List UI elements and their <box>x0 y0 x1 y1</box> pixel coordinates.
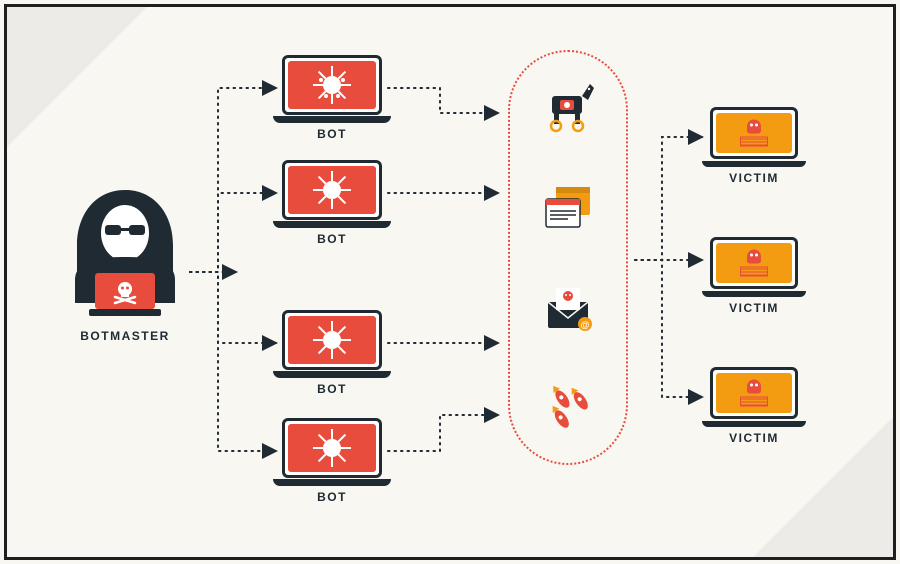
bot-node-3: BOT <box>282 418 382 504</box>
victim-node-1: VICTIM <box>710 237 798 315</box>
hacker-icon <box>55 185 195 325</box>
bot-node-2: BOT <box>282 310 382 396</box>
victim-node-2: VICTIM <box>710 367 798 445</box>
malware-capsule: @ <box>508 50 628 465</box>
victim-laptop <box>710 367 798 427</box>
bot-label: BOT <box>282 232 382 246</box>
virus-icon <box>317 325 347 355</box>
malware-bombs-icon <box>538 370 598 430</box>
bot-label: BOT <box>282 127 382 141</box>
virus-icon <box>317 70 347 100</box>
victim-label: VICTIM <box>710 431 798 445</box>
malicious-webpage-icon <box>538 179 598 239</box>
bot-node-1: BOT <box>282 160 382 246</box>
bot-label: BOT <box>282 490 382 504</box>
bot-laptop <box>282 160 382 228</box>
victim-laptop <box>710 237 798 297</box>
botmaster-label: BOTMASTER <box>55 329 195 343</box>
trojan-horse-icon <box>538 76 598 136</box>
victim-laptop <box>710 107 798 167</box>
bot-laptop <box>282 55 382 123</box>
skull-lines-icon <box>740 380 768 407</box>
bot-node-0: BOT <box>282 55 382 141</box>
victim-label: VICTIM <box>710 171 798 185</box>
bot-label: BOT <box>282 382 382 396</box>
botmaster-node: BOTMASTER <box>55 185 195 343</box>
skull-lines-icon <box>740 120 768 147</box>
bot-laptop <box>282 418 382 486</box>
skull-lines-icon <box>740 250 768 277</box>
victim-node-0: VICTIM <box>710 107 798 185</box>
svg-text:@: @ <box>581 320 590 330</box>
virus-icon <box>317 433 347 463</box>
bot-laptop <box>282 310 382 378</box>
phishing-mail-icon: @ <box>538 280 598 340</box>
virus-icon <box>317 175 347 205</box>
victim-label: VICTIM <box>710 301 798 315</box>
